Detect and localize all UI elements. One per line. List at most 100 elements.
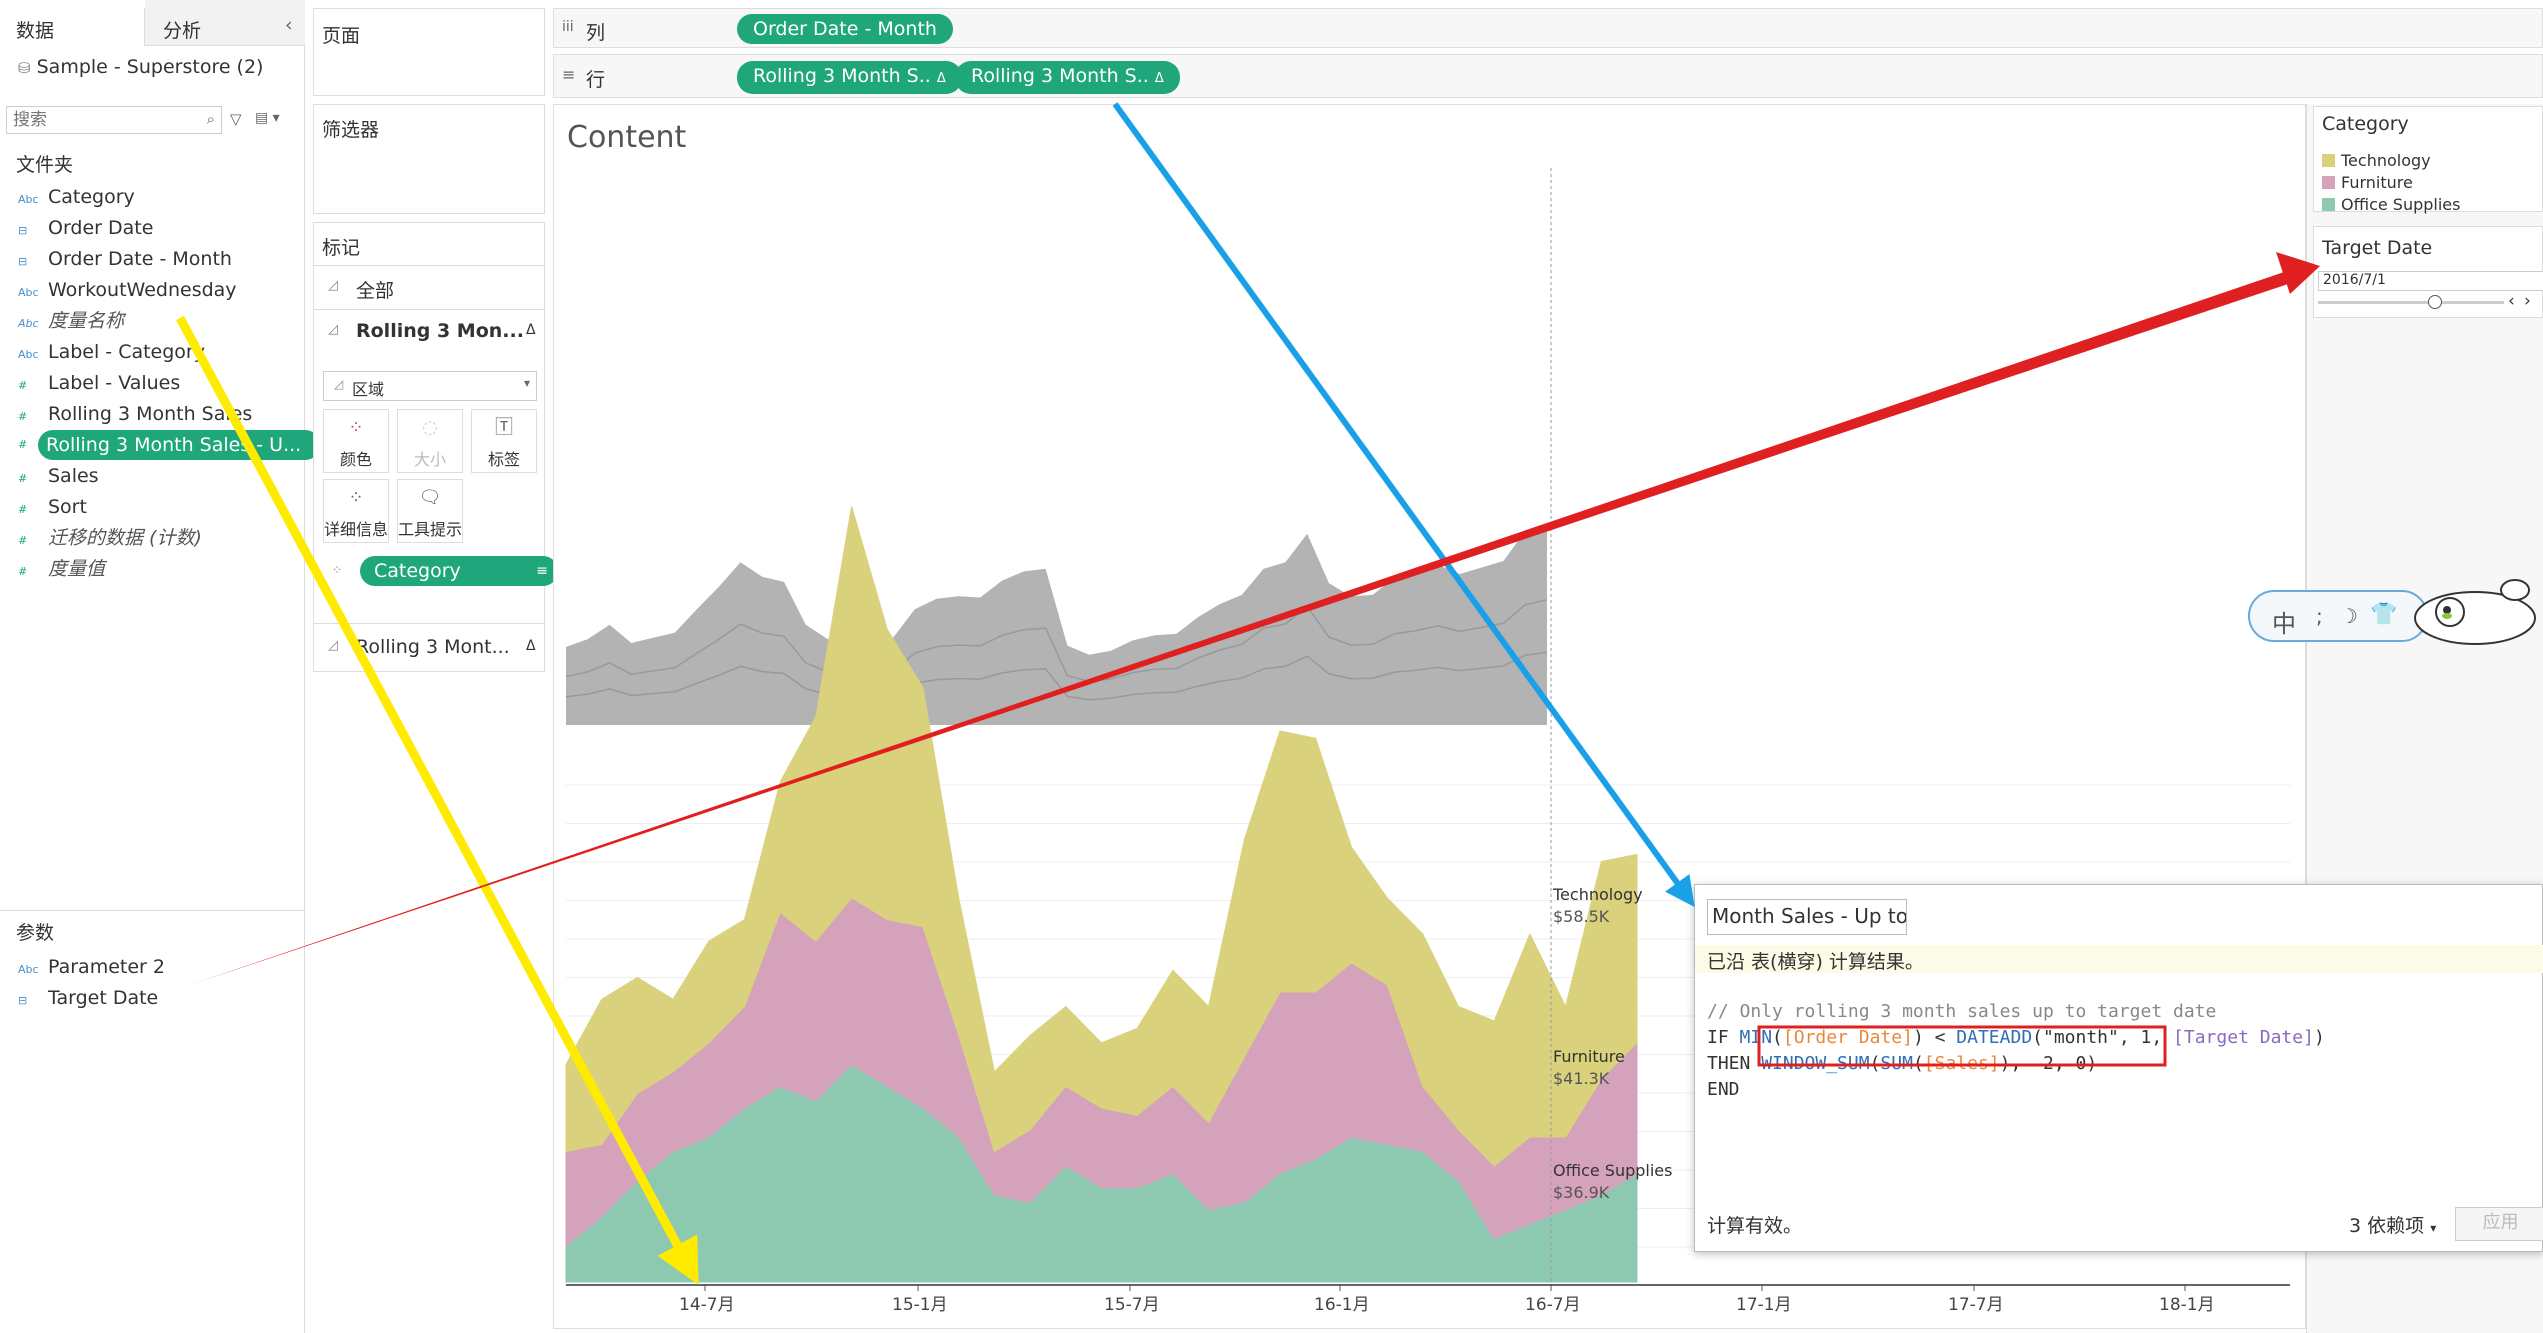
rows-pill-2[interactable]: Rolling 3 Month S.. Δ — [955, 61, 1180, 94]
calc-status: 计算有效。 — [1707, 1215, 1803, 1237]
rows-shelf[interactable]: ≡ 行 Rolling 3 Month S.. Δ Rolling 3 Mont… — [553, 54, 2543, 98]
rows-icon: ≡ — [562, 65, 576, 84]
search-input[interactable] — [7, 107, 195, 133]
chevron-down-icon: ▾ — [2430, 1221, 2437, 1235]
category-legend[interactable]: Category Technology Furniture Office Suppl… — [2313, 106, 2543, 214]
top-total-area — [566, 523, 1547, 725]
search-box[interactable]: ⌕ — [6, 106, 222, 134]
columns-icon: iii — [562, 19, 574, 35]
code-line-4: END — [1707, 1079, 1740, 1100]
step-back-icon[interactable]: ‹ — [2508, 291, 2515, 311]
calc-code[interactable]: // Only rolling 3 month sales up to targ… — [1707, 973, 2527, 1103]
calc-name-field[interactable]: Month Sales - Up to — [1707, 899, 1907, 935]
collapse-icon[interactable]: ‹ — [285, 14, 293, 36]
field-label: Category — [48, 186, 135, 208]
field-type-icon: # — [18, 438, 28, 451]
calc-editor-dialog[interactable]: Month Sales - Up to 已沿 表(横穿) 计算结果。 // On… — [1694, 884, 2543, 1252]
series-name: Technology — [1553, 885, 1643, 904]
rows-pill-1-label: Rolling 3 Month S.. — [753, 65, 931, 87]
target-date-slider[interactable] — [2318, 301, 2504, 304]
field-type-icon: Abc — [18, 317, 39, 330]
apply-button[interactable]: 应用 — [2455, 1207, 2543, 1241]
rows-label: 行 — [586, 69, 606, 91]
calc-deps[interactable]: 3 依赖项 ▾ — [2349, 1211, 2436, 1238]
field-type-icon: Abc — [18, 348, 39, 361]
x-tick-label: 14-7月 — [679, 1295, 735, 1315]
target-date-param-card[interactable]: Target Date 2016/7/1 ‹ › — [2313, 226, 2543, 318]
field-item[interactable]: # Label - Values — [18, 368, 180, 401]
target-date-input[interactable]: 2016/7/1 — [2318, 271, 2543, 291]
legend-label: Office Supplies — [2341, 195, 2461, 214]
datasource-row[interactable]: ⛁ Sample - Superstore (2) — [18, 56, 263, 78]
field-type-icon: # — [18, 503, 28, 516]
field-item[interactable]: # 度量值 — [18, 554, 105, 587]
field-item[interactable]: Abc Category — [18, 182, 135, 215]
field-label: Sales — [48, 465, 99, 487]
field-item[interactable]: Abc 度量名称 — [18, 306, 124, 339]
series-end-value: $41.3K — [1553, 1069, 1610, 1088]
field-item[interactable]: # Sort — [18, 492, 87, 525]
calc-name-value: Month Sales - Up to — [1712, 904, 1907, 928]
calc-info: 已沿 表(横穿) 计算结果。 — [1707, 951, 1924, 973]
legend-label: Furniture — [2341, 173, 2413, 192]
series-end-value: $36.9K — [1553, 1183, 1610, 1202]
param-item[interactable]: ⊟ Target Date — [18, 983, 158, 1016]
field-type-icon: # — [18, 410, 28, 423]
legend-item[interactable]: Technology — [2322, 151, 2431, 170]
field-label: 度量值 — [48, 558, 106, 580]
tab-analysis[interactable]: 分析 — [145, 0, 305, 46]
field-type-icon: # — [18, 534, 28, 547]
legend-swatch — [2322, 198, 2335, 211]
series-name: Office Supplies — [1553, 1161, 1673, 1180]
field-label: Order Date - Month — [48, 248, 232, 270]
field-item[interactable]: ⊟ Order Date - Month — [18, 244, 232, 277]
ime-moon-icon: ☽ — [2340, 604, 2358, 628]
field-type-icon: # — [18, 472, 28, 485]
pages-shelf[interactable]: 页面 — [313, 8, 545, 96]
rows-pill-2-label: Rolling 3 Month S.. — [971, 65, 1149, 87]
series-name: Furniture — [1553, 1047, 1625, 1066]
filters-shelf[interactable]: 筛选器 — [313, 104, 545, 214]
ime-skin-icon: 👕 — [2370, 602, 2398, 627]
x-tick-label: 16-7月 — [1525, 1295, 1581, 1315]
field-item[interactable]: # Sales — [18, 461, 99, 494]
rows-pill-1[interactable]: Rolling 3 Month S.. Δ — [737, 61, 962, 94]
field-item[interactable]: Abc WorkoutWednesday — [18, 275, 237, 308]
x-tick-label: 16-1月 — [1314, 1295, 1370, 1315]
field-item[interactable]: # 迁移的数据 (计数) — [18, 523, 202, 556]
x-tick-label: 18-1月 — [2159, 1295, 2215, 1315]
marks-label: 标记 — [322, 237, 361, 259]
field-label: 度量名称 — [48, 310, 125, 332]
legend-item[interactable]: Office Supplies — [2322, 195, 2460, 214]
filter-icon[interactable]: ▽ — [230, 110, 242, 128]
param-item[interactable]: Abc Parameter 2 — [18, 952, 165, 985]
field-type-icon: Abc — [18, 286, 39, 299]
view-options-icon[interactable]: ▤ ▾ — [255, 110, 280, 126]
legend-item[interactable]: Furniture — [2322, 173, 2413, 192]
pages-label: 页面 — [322, 25, 361, 47]
field-label: Order Date — [48, 217, 154, 239]
field-label: Label - Category — [48, 341, 205, 363]
x-tick-label: 15-7月 — [1104, 1295, 1160, 1315]
divider — [0, 910, 305, 911]
x-tick-label: 15-1月 — [892, 1295, 948, 1315]
series-end-label: Office Supplies $36.9K — [1553, 1160, 1672, 1204]
field-type-icon: ⊟ — [18, 255, 28, 268]
series-end-label: Furniture $41.3K — [1553, 1046, 1625, 1090]
series-end-label: Technology $58.5K — [1553, 884, 1643, 928]
target-date-value: 2016/7/1 — [2323, 272, 2386, 288]
code-line-1: // Only rolling 3 month sales up to targ… — [1707, 1001, 2217, 1022]
x-tick-label: 17-1月 — [1736, 1295, 1792, 1315]
field-item[interactable]: Abc Label - Category — [18, 337, 205, 370]
delta-icon: Δ — [936, 71, 946, 86]
field-item[interactable]: ⊟ Order Date — [18, 213, 153, 246]
columns-pill-order-date-month[interactable]: Order Date - Month — [737, 14, 953, 44]
step-forward-icon[interactable]: › — [2524, 291, 2531, 311]
field-type-icon: ⊟ — [18, 224, 28, 237]
tab-data[interactable]: 数据 — [0, 8, 145, 46]
field-type-icon: # — [18, 565, 28, 578]
slider-thumb[interactable] — [2428, 295, 2442, 309]
columns-shelf[interactable]: iii 列 Order Date - Month — [553, 8, 2543, 48]
field-type-icon: Abc — [18, 193, 39, 206]
field-label: Label - Values — [48, 372, 181, 394]
